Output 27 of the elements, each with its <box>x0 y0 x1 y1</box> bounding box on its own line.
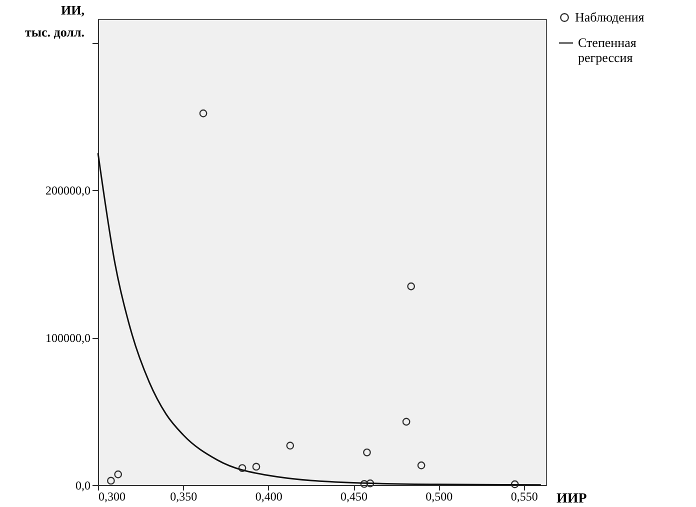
x-tick-label: 0,300 <box>98 490 126 504</box>
point <box>402 418 410 426</box>
y-tick-label: 200000,0 <box>46 184 90 198</box>
x-tick-label: 0,500 <box>426 490 453 504</box>
x-axis-title: ИИР <box>556 492 588 506</box>
point <box>114 470 122 478</box>
y-tick-label: 100000,0 <box>46 331 90 346</box>
point <box>199 109 208 118</box>
x-tick-label: 0,350 <box>170 490 198 504</box>
y-axis-title: ИИ, тыс. долл. <box>24 2 84 40</box>
point <box>417 461 426 470</box>
point <box>510 480 519 488</box>
x-tick-label: 0,450 <box>340 490 368 504</box>
point <box>360 480 368 488</box>
legend-label: Наблюдения <box>575 10 644 24</box>
point <box>238 464 246 472</box>
line-series <box>97 152 542 486</box>
point <box>286 442 294 450</box>
point <box>407 282 416 290</box>
point <box>366 479 374 488</box>
point <box>252 462 260 471</box>
legend-label: Степенная регрессия <box>578 35 636 65</box>
point <box>363 448 371 456</box>
x-tick-label: 0,400 <box>255 490 282 504</box>
x-tick-label: 0,550 <box>510 490 538 504</box>
y-tick-label: 0,0 <box>76 478 90 492</box>
point <box>106 476 115 485</box>
